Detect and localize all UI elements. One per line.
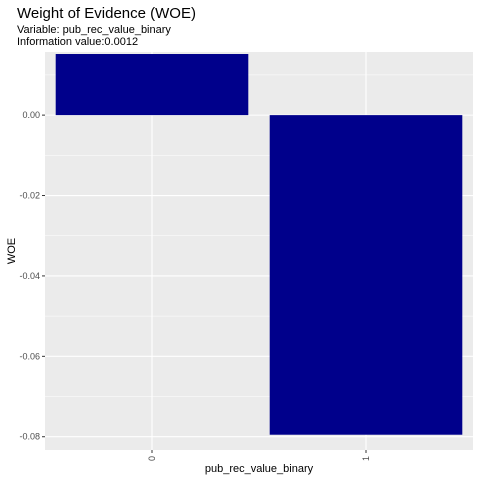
y-axis-title: WOE xyxy=(6,238,18,264)
x-tick-label: 0 xyxy=(147,456,157,461)
y-tick-label: -0.06 xyxy=(19,351,40,361)
bar-1 xyxy=(269,115,463,435)
x-tick-label: 1 xyxy=(361,456,371,461)
chart-subtitle-information-value: Information value:0.0012 xyxy=(17,36,138,48)
chart-title: Weight of Evidence (WOE) xyxy=(17,5,196,22)
bars xyxy=(55,54,463,435)
chart-subtitle-variable: Variable: pub_rec_value_binary xyxy=(17,24,171,36)
bar-0 xyxy=(55,54,249,116)
y-axis: 0.00 -0.02 -0.04 -0.06 -0.08 xyxy=(19,110,45,442)
y-tick-label: -0.08 xyxy=(19,432,40,442)
y-tick-label: -0.02 xyxy=(19,191,40,201)
y-tick-label: 0.00 xyxy=(22,110,40,120)
x-axis-title: pub_rec_value_binary xyxy=(205,463,314,475)
y-tick-label: -0.04 xyxy=(19,271,40,281)
